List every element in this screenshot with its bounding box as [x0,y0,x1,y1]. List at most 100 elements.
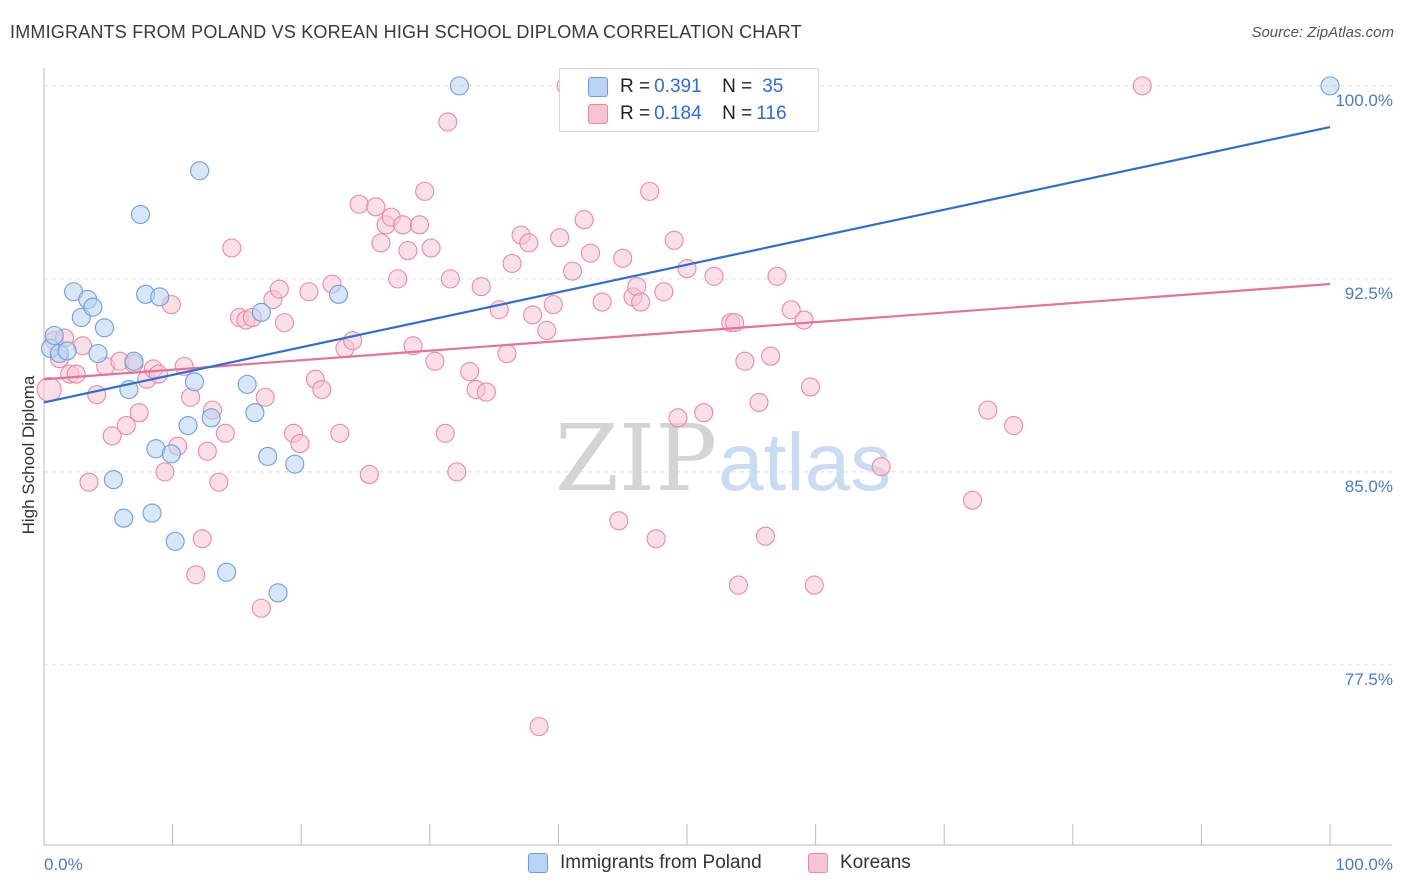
korean-point [962,490,983,510]
korean-point [646,529,666,549]
korean-point [735,351,755,371]
korean-swatch [588,104,608,124]
watermark-zip: ZIP [555,405,717,512]
y-tick-label: 92.5% [1345,284,1393,303]
korean-point [609,511,629,531]
poland-point [258,446,278,466]
source-label: Source: ZipAtlas.com [1251,24,1394,41]
korean-point [631,292,651,312]
korean-point [435,423,455,443]
poland-point [88,343,108,364]
korean-point [728,575,748,595]
poland-point [57,341,77,361]
legend-label-poland: Immigrants from Poland [560,852,762,873]
poland-point [285,454,305,474]
series-legend: Immigrants from Poland Koreans [0,852,1406,876]
korean-point [529,717,549,737]
poland-point [268,583,288,603]
korean-point [102,426,122,446]
korean-point [761,346,781,366]
korean-point [749,392,769,412]
korean-point [330,423,350,443]
watermark-atlas: atlas [718,417,891,508]
korean-point [978,400,998,420]
korean-point [192,529,212,549]
korean-point [425,351,445,371]
korean-swatch [808,853,828,873]
poland-point [201,408,221,428]
korean-point [592,292,612,312]
korean-point [36,376,62,403]
korean-point [664,230,684,250]
poland-series [40,76,1340,603]
legend-r-label: R = [620,76,651,97]
y-tick-label: 77.5% [1345,670,1393,689]
korean-point [794,310,814,330]
korean-point [704,266,724,286]
korean-point [804,575,824,595]
korean-point [129,403,149,423]
korean-point [398,241,418,261]
korean-trend-line [43,282,1331,381]
poland-swatch [528,853,548,873]
korean-point [66,364,86,384]
korean-point [197,441,217,461]
korean-point [871,457,891,477]
korean-point [1132,76,1152,96]
poland-point [245,403,265,423]
korean-point [215,423,235,443]
legend-label-koreans: Koreans [840,852,911,873]
poland-point [44,325,64,346]
poland-point [150,287,170,307]
korean-point [613,248,633,268]
korean-point [781,300,801,320]
korean-point [476,382,496,402]
korean-point [299,282,319,302]
korean-point [497,343,517,364]
legend-n-label: N = [722,76,753,97]
poland-point [1320,76,1340,96]
korean-point [371,233,391,253]
poland-point [83,297,103,317]
legend-n-value: 116 [756,103,787,124]
chart-title: IMMIGRANTS FROM POLAND VS KOREAN HIGH SC… [10,22,802,42]
x-tick-label: 100.0% [1335,855,1393,874]
poland-point [114,508,134,528]
korean-point [550,228,570,248]
korean-point [349,194,369,214]
legend-n-value: 35 [762,76,784,97]
poland-swatch [588,77,608,97]
poland-trend-line [43,125,1331,404]
x-tick-label: 0.0% [44,855,83,874]
korean-point [269,279,289,299]
axes [43,68,1392,846]
korean-point [1004,416,1024,436]
korean-point [519,233,539,253]
poland-point [103,470,123,490]
poland-point [178,416,198,436]
korean-point [251,598,271,618]
korean-point [668,408,688,428]
legend-row-koreans: R = 0.184 N = 116 [560,101,787,127]
poland-point [161,444,181,464]
korean-point [359,464,379,484]
korean-point [438,112,458,132]
korean-point [502,253,522,273]
poland-point [328,284,349,304]
poland-point [190,161,210,181]
legend-r-value: 0.184 [654,103,702,124]
korean-point [415,181,435,201]
korean-point [543,295,563,315]
korean-point [580,243,601,263]
y-axis-title: High School Diploma [19,375,38,534]
legend-r-label: R = [620,103,651,124]
korean-point [366,197,386,217]
korean-point [755,526,775,546]
korean-point [403,336,423,356]
korean-point [447,462,467,482]
korean-point [440,269,460,289]
korean-point [421,238,441,258]
tick-labels: 77.5% 85.0% 92.5% 100.0% 0.0% 100.0% [44,91,1393,874]
korean-series [36,76,1152,737]
